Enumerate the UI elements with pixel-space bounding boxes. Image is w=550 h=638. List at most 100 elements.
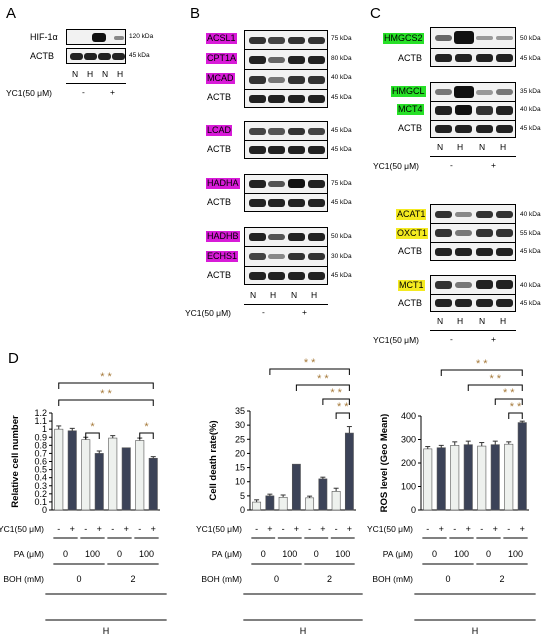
kda-label: 30 kDa bbox=[331, 253, 352, 260]
lane-label: H bbox=[117, 69, 124, 79]
condition-label: H bbox=[103, 626, 110, 636]
blot-group bbox=[244, 121, 328, 159]
y-tick-label: 200 bbox=[401, 458, 416, 468]
blot-label: ACTB bbox=[207, 197, 232, 207]
row-label-yc1: YC1(50 μM) bbox=[196, 524, 242, 534]
blot-label: ACTB bbox=[398, 53, 423, 63]
bar bbox=[81, 439, 91, 511]
blot-label: CPT1A bbox=[206, 53, 238, 64]
lane-label: N bbox=[479, 142, 486, 152]
blot-group bbox=[430, 204, 516, 261]
yc1-sign: + bbox=[493, 524, 498, 534]
pa-value: 0 bbox=[486, 549, 491, 559]
bar bbox=[344, 432, 354, 511]
blot-label: HADHB bbox=[206, 231, 240, 242]
bar bbox=[121, 447, 131, 511]
significance-stars: * * bbox=[503, 387, 515, 399]
bar bbox=[278, 496, 288, 511]
yc1-sign: + bbox=[491, 334, 496, 344]
yc1-sign: - bbox=[507, 524, 510, 534]
lane-label: H bbox=[457, 316, 464, 326]
kda-label: 45 kDa bbox=[520, 55, 541, 62]
blot-hif1a bbox=[66, 29, 126, 45]
blot-label: ACSL1 bbox=[206, 33, 237, 44]
y-tick-label: 15 bbox=[235, 463, 245, 473]
panel-c-letter: C bbox=[370, 5, 381, 22]
y-tick-label: 0 bbox=[411, 505, 416, 515]
pa-value: 0 bbox=[261, 549, 266, 559]
y-tick-label: 0.3 bbox=[34, 481, 47, 491]
condition-label: H bbox=[472, 626, 479, 636]
boh-value: 2 bbox=[327, 574, 332, 584]
yc1-sign: - bbox=[335, 524, 338, 534]
kda-label: 50 kDa bbox=[331, 233, 352, 240]
y-tick-label: 0 bbox=[240, 505, 245, 515]
kda-label: 75 kDa bbox=[331, 180, 352, 187]
kda-label: 45 kDa bbox=[331, 272, 352, 279]
significance-bracket bbox=[467, 384, 523, 391]
yc1-label: YC1(50 μM) bbox=[6, 88, 52, 98]
y-tick-label: 0.5 bbox=[34, 465, 47, 475]
kda-label: 40 kDa bbox=[331, 74, 352, 81]
y-tick-label: 0.4 bbox=[34, 473, 47, 483]
yc1-sign: + bbox=[320, 524, 325, 534]
panel-b-letter: B bbox=[190, 5, 201, 22]
significance-stars: * * bbox=[510, 401, 522, 413]
significance-stars: * * bbox=[317, 373, 329, 385]
blot-group bbox=[244, 227, 328, 285]
kda-label: 55 kDa bbox=[520, 230, 541, 237]
boh-value: 0 bbox=[76, 574, 81, 584]
significance-bracket bbox=[269, 368, 350, 375]
row-label-boh: BOH (mM) bbox=[201, 574, 242, 584]
blot-group bbox=[244, 174, 328, 212]
yc1-sign: - bbox=[255, 524, 258, 534]
pa-value: 100 bbox=[454, 549, 469, 559]
y-tick-label: 0.1 bbox=[34, 497, 47, 507]
kda-label: 45 kDa bbox=[331, 94, 352, 101]
significance-bracket bbox=[335, 412, 350, 419]
significance-bracket bbox=[85, 432, 100, 439]
y-axis-label: Cell death rate(%) bbox=[208, 420, 219, 500]
pa-value: 100 bbox=[85, 549, 100, 559]
row-label-pa: PA (μM) bbox=[14, 549, 44, 559]
bar bbox=[305, 497, 315, 511]
y-tick-label: 25 bbox=[235, 434, 245, 444]
y-tick-label: 100 bbox=[401, 482, 416, 492]
kda-label: 50 kDa bbox=[520, 35, 541, 42]
yc1-sign: - bbox=[450, 334, 453, 344]
bar bbox=[504, 443, 514, 511]
row-label-pa: PA (μM) bbox=[212, 549, 242, 559]
significance-bracket bbox=[440, 369, 523, 376]
y-tick-label: 1 bbox=[42, 424, 47, 434]
bar bbox=[148, 457, 158, 511]
significance-bracket bbox=[508, 412, 523, 419]
significance-bracket bbox=[58, 382, 154, 389]
significance-stars: * * bbox=[304, 357, 316, 369]
pa-value: 100 bbox=[508, 549, 523, 559]
y-tick-label: 35 bbox=[235, 406, 245, 416]
lane-label: H bbox=[87, 69, 94, 79]
yc1-sign: + bbox=[491, 160, 496, 170]
significance-bracket bbox=[322, 398, 350, 405]
blot-group bbox=[430, 82, 516, 138]
pa-value: 0 bbox=[63, 549, 68, 559]
y-tick-label: 0.8 bbox=[34, 440, 47, 450]
bar bbox=[331, 491, 341, 511]
bar bbox=[54, 428, 64, 511]
y-tick-label: 10 bbox=[235, 477, 245, 487]
y-tick-label: 0 bbox=[42, 505, 47, 515]
kda-label: 45 kDa bbox=[331, 127, 352, 134]
lane-label: N bbox=[437, 142, 444, 152]
blot-group bbox=[244, 30, 328, 108]
blot-label: ACTB bbox=[398, 123, 423, 133]
y-tick-label: 0.9 bbox=[34, 432, 47, 442]
y-tick-label: 5 bbox=[240, 491, 245, 501]
yc1-label: YC1(50 μM) bbox=[185, 308, 231, 318]
yc1-sign: + bbox=[110, 87, 115, 97]
significance-stars: * * bbox=[489, 373, 501, 385]
blot-label: HIF-1α bbox=[30, 32, 58, 42]
lane-label: H bbox=[500, 316, 507, 326]
significance-bracket bbox=[58, 399, 154, 406]
blot-label: ACTB bbox=[207, 270, 232, 280]
bar bbox=[94, 453, 104, 511]
